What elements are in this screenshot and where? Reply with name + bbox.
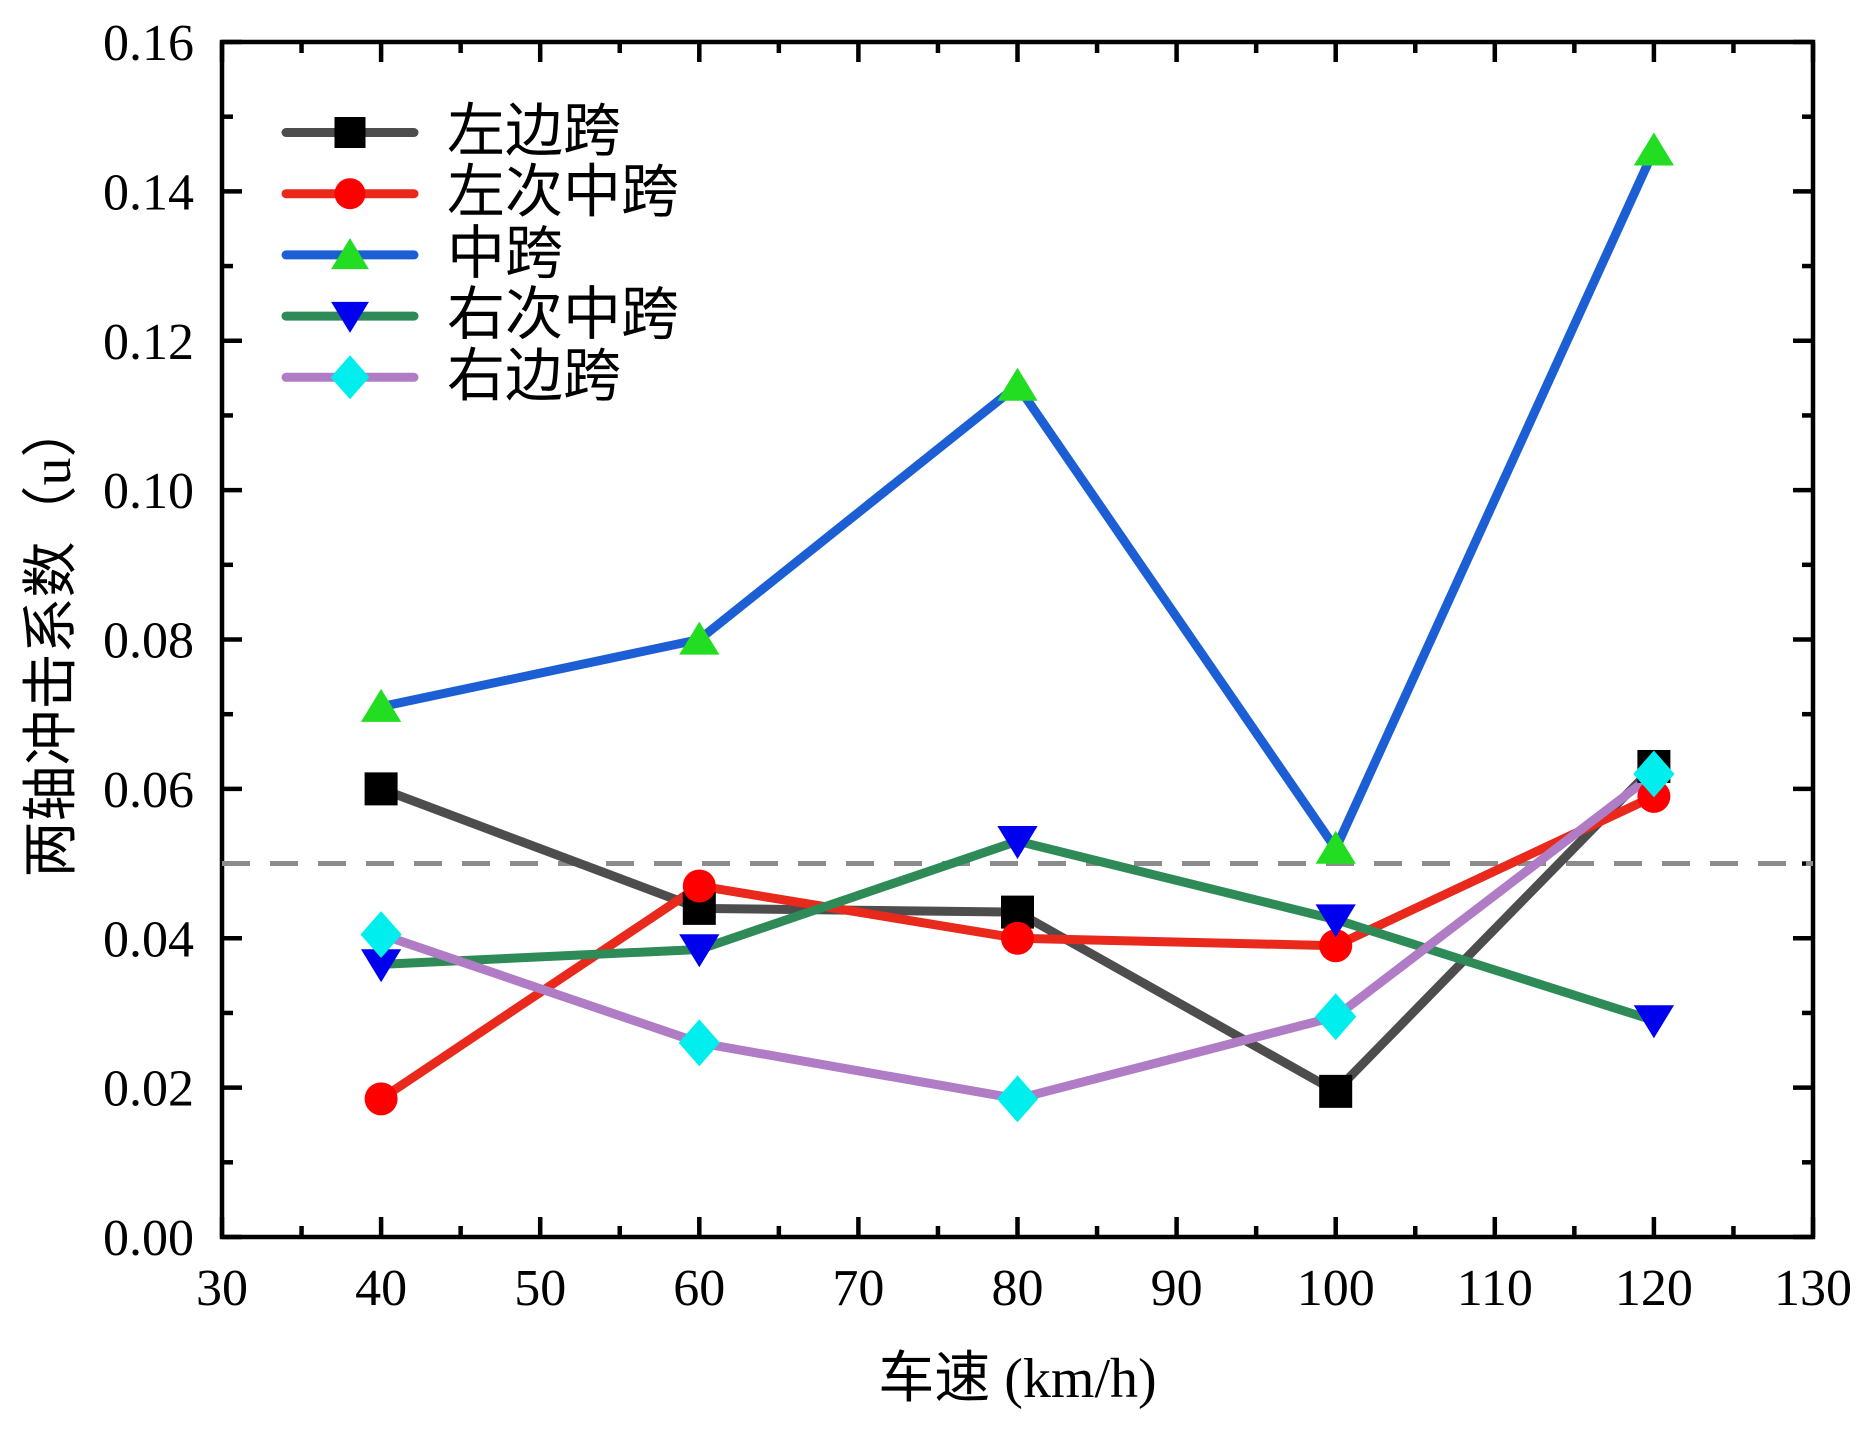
svg-text:0.16: 0.16 [103, 15, 194, 72]
svg-text:左边跨: 左边跨 [447, 99, 621, 164]
svg-text:80: 80 [992, 1260, 1044, 1317]
svg-text:0.10: 0.10 [103, 463, 194, 520]
svg-text:120: 120 [1615, 1260, 1693, 1317]
svg-text:0.14: 0.14 [103, 164, 194, 221]
svg-text:30: 30 [196, 1260, 248, 1317]
svg-text:左次中跨: 左次中跨 [447, 160, 679, 225]
svg-text:两轴冲击系数（u）: 两轴冲击系数（u） [21, 402, 83, 878]
svg-text:90: 90 [1151, 1260, 1203, 1317]
svg-text:车速 (km/h): 车速 (km/h) [878, 1348, 1156, 1410]
svg-text:0.12: 0.12 [103, 314, 194, 371]
svg-text:右次中跨: 右次中跨 [447, 282, 679, 347]
svg-text:100: 100 [1297, 1260, 1375, 1317]
svg-text:0.02: 0.02 [103, 1061, 194, 1118]
svg-text:40: 40 [355, 1260, 407, 1317]
svg-text:110: 110 [1457, 1260, 1533, 1317]
svg-text:0.04: 0.04 [103, 911, 194, 968]
svg-text:50: 50 [514, 1260, 566, 1317]
svg-text:130: 130 [1774, 1260, 1852, 1317]
svg-text:右边跨: 右边跨 [447, 343, 621, 408]
svg-text:0.06: 0.06 [103, 762, 194, 819]
svg-text:0.08: 0.08 [103, 613, 194, 670]
svg-text:60: 60 [673, 1260, 725, 1317]
svg-text:中跨: 中跨 [447, 221, 563, 286]
svg-text:0.00: 0.00 [103, 1210, 194, 1267]
svg-text:70: 70 [832, 1260, 884, 1317]
